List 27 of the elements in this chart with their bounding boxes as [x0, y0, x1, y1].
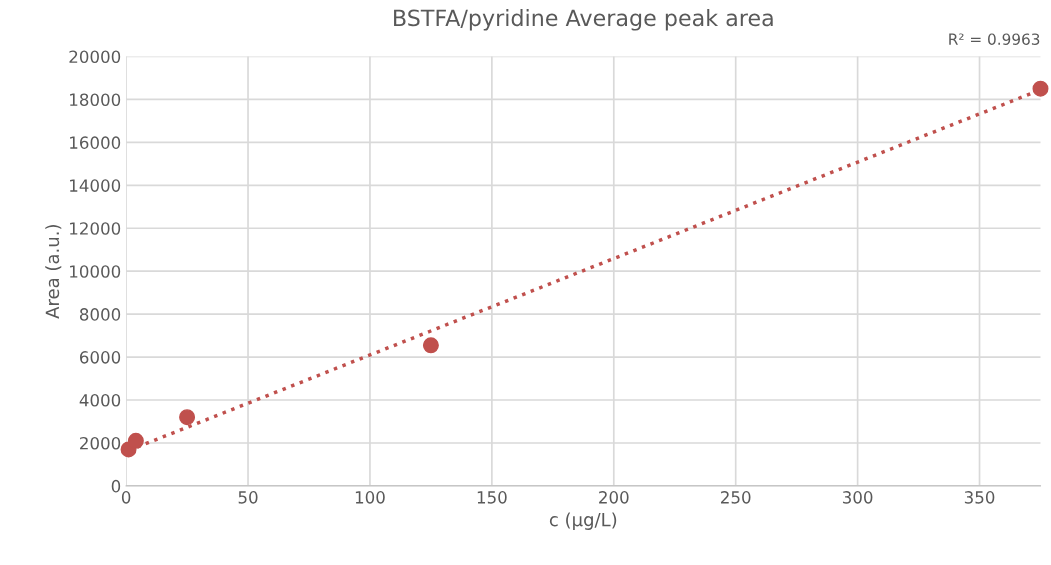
- x-tick-label: 50: [238, 491, 258, 504]
- y-tick-label: 10000: [70, 265, 121, 278]
- y-tick-label: 2000: [80, 436, 121, 450]
- y-tick-label: 0: [111, 479, 121, 493]
- y-tick-label: 12000: [70, 222, 121, 235]
- y-axis-title: Area (a.u.): [45, 225, 62, 319]
- y-tick-label: 6000: [80, 351, 121, 364]
- text: R² = 0.9963: [949, 33, 1040, 45]
- x-tick-label: 200: [599, 491, 629, 504]
- point: [1032, 80, 1049, 97]
- x-tick-label: 350: [964, 491, 995, 504]
- point: [127, 432, 144, 449]
- y-tick-label: 20000: [69, 50, 121, 64]
- x-tick-label: 0: [121, 491, 131, 504]
- point: [179, 409, 196, 426]
- y-tick-label: 18000: [70, 93, 121, 107]
- x-tick-label: 150: [477, 491, 507, 504]
- x-tick-label: 300: [842, 491, 873, 504]
- y-tick-label: 16000: [70, 136, 121, 149]
- y-tick-label: 8000: [79, 308, 121, 321]
- chart-title: BSTFA/pyridine Average peak area: [394, 9, 773, 31]
- y-tick-label: 4000: [79, 393, 121, 407]
- x-tick-label: 250: [721, 491, 751, 504]
- y-tick-label: 14000: [70, 179, 121, 192]
- x-tick-label: 100: [355, 491, 385, 504]
- x-axis-title: c (μg/L): [549, 512, 617, 530]
- point: [422, 337, 439, 354]
